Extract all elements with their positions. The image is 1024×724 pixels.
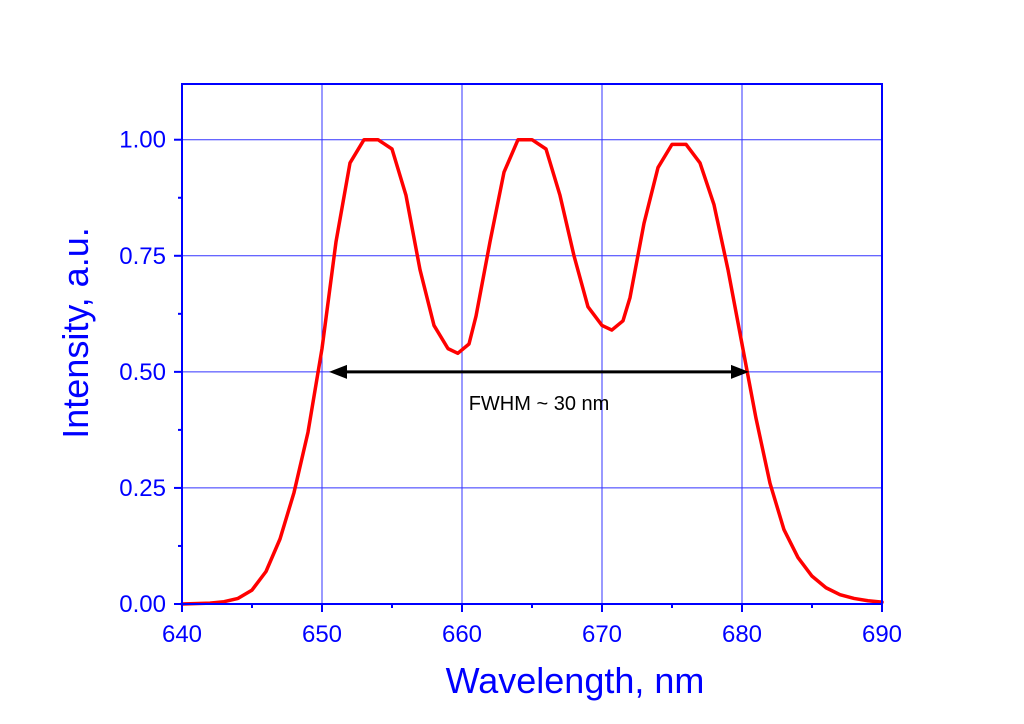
fwhm-arrowhead-right bbox=[731, 364, 749, 379]
plot-frame bbox=[181, 83, 883, 605]
x-tick-label: 670 bbox=[582, 621, 622, 648]
fwhm-arrowhead-left bbox=[329, 364, 347, 379]
y-tick-label: 0.00 bbox=[119, 591, 166, 618]
y-tick-label: 1.00 bbox=[119, 127, 166, 154]
y-tick-label: 0.75 bbox=[119, 243, 166, 270]
y-tick-label: 0.25 bbox=[119, 475, 166, 502]
x-tick-label: 680 bbox=[722, 621, 762, 648]
x-tick-label: 660 bbox=[442, 621, 482, 648]
spectrum-series bbox=[180, 137, 884, 606]
x-tick-label: 690 bbox=[862, 621, 902, 648]
y-tick-label: 0.50 bbox=[119, 359, 166, 386]
spectrum-line bbox=[180, 137, 884, 606]
x-axis-title: Wavelength, nm bbox=[446, 660, 705, 701]
fwhm-label: FWHM ~ 30 nm bbox=[469, 393, 610, 415]
axes bbox=[174, 83, 883, 612]
x-tick-label: 640 bbox=[162, 621, 202, 648]
fwhm-annotation: FWHM ~ 30 nm bbox=[329, 364, 749, 415]
grid-lines bbox=[182, 84, 882, 604]
x-tick-label: 650 bbox=[302, 621, 342, 648]
y-axis-title: Intensity, a.u. bbox=[55, 227, 96, 438]
tick-labels: 640 650 660 670 680 690 0.00 0.25 0.50 0.75 1.00 bbox=[119, 127, 902, 648]
